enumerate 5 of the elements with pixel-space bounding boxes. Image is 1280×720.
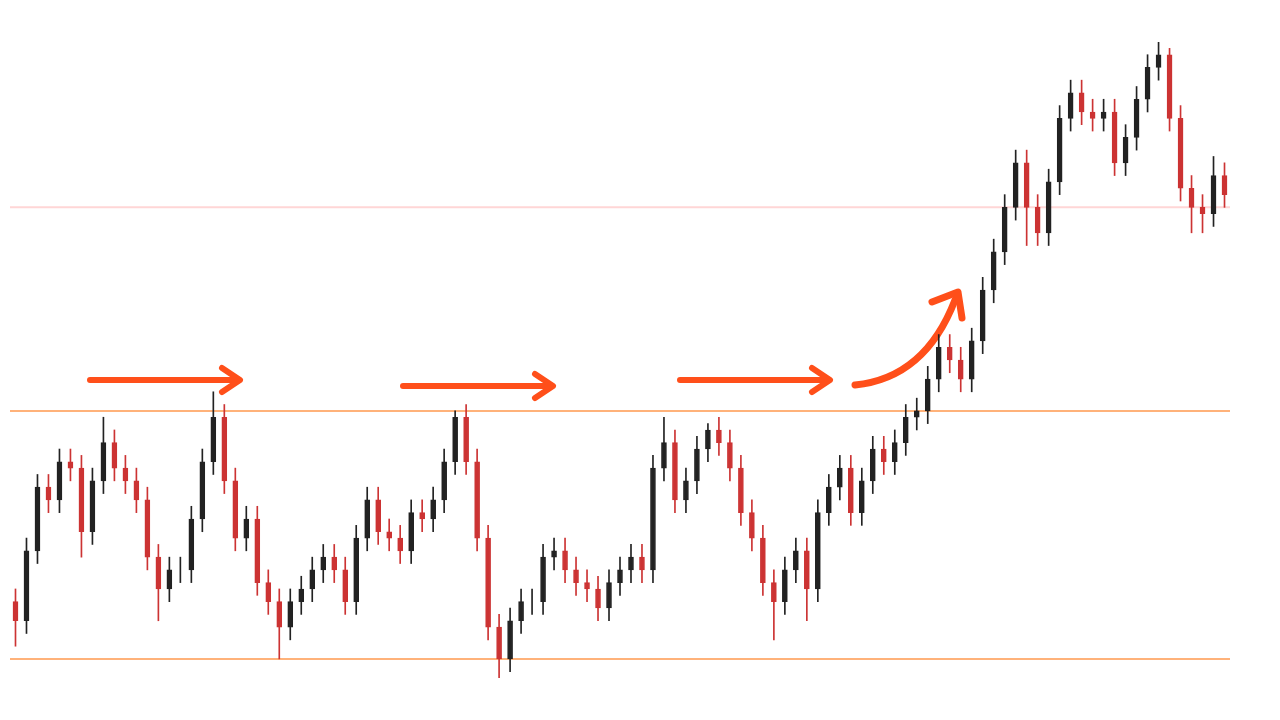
candlestick <box>419 499 425 533</box>
candlestick <box>386 518 393 552</box>
candlestick <box>551 537 557 571</box>
candlestick <box>584 569 590 603</box>
candlestick <box>913 397 920 431</box>
